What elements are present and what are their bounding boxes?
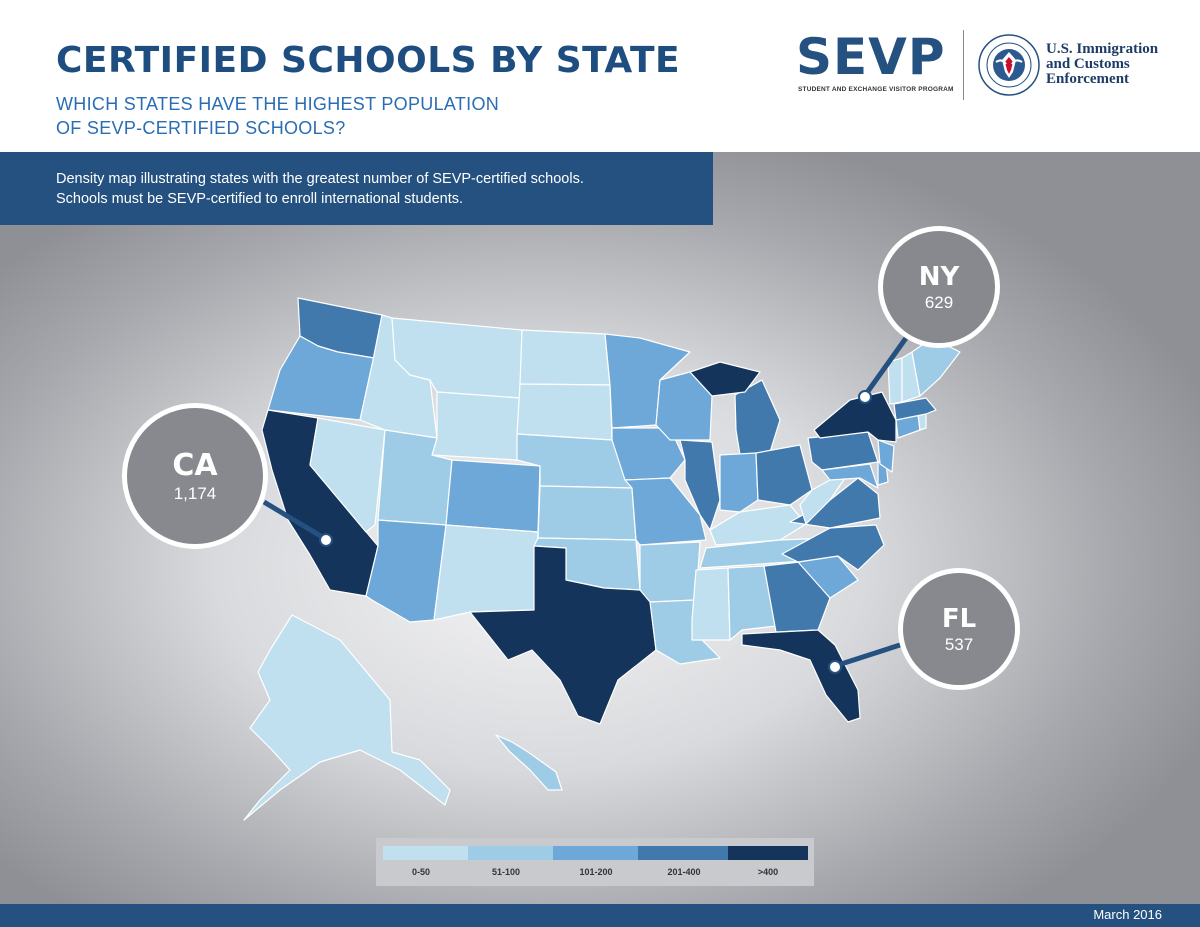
state-ak [243,614,451,821]
state-ri [917,413,927,431]
logo-area: SEVP STUDENT AND EXCHANGE VISITOR PROGRA… [796,28,1176,108]
state-vt [887,357,903,405]
state-co [445,459,541,533]
legend-label-4: >400 [757,867,779,877]
legend-swatch-0 [383,846,468,860]
callout-fl: FL 537 [898,568,1020,690]
state-sd [516,383,613,441]
state-in [719,452,759,513]
subtitle-line-2: OF SEVP-CERTIFIED SCHOOLS? [56,118,346,138]
state-ms [691,567,731,641]
state-az [365,519,447,623]
state-oh [755,444,813,506]
ny-marker [858,390,872,404]
ca-leader-line [262,499,326,541]
legend-swatch-1 [468,846,553,860]
ice-name: U.S. Immigration and Customs Enforcement [1046,42,1186,87]
callout-ca: CA 1,174 [122,403,268,549]
page-subtitle: WHICH STATES HAVE THE HIGHEST POPULATION… [56,92,576,140]
footer-bar: March 2016 [0,904,1200,927]
logo-divider [963,30,964,100]
ny-leader-line [863,336,909,396]
sevp-tagline: STUDENT AND EXCHANGE VISITOR PROGRAM [798,86,954,93]
state-md [821,463,879,489]
callout-ca-state: CA [172,448,218,483]
legend-label-1: 51-100 [491,867,521,877]
callout-ny-value: 629 [924,293,954,312]
callout-ny: NY 629 [878,226,1000,348]
legend-label-2: 101-200 [579,867,613,877]
ca-marker [319,533,333,547]
state-fl [741,629,861,723]
description-line-1: Density map illustrating states with the… [56,171,584,187]
state-mi-up [689,361,761,397]
state-hi [495,734,563,791]
publication-date: March 2016 [1093,907,1162,922]
fl-marker [828,660,842,674]
callout-fl-value: 537 [944,635,974,654]
ice-line-2: and Customs [1046,56,1130,72]
description-line-2: Schools must be SEVP-certified to enroll… [56,191,464,207]
state-nj [877,439,895,473]
legend-swatch-4 [728,846,808,860]
sevp-logo: SEVP [796,28,946,86]
fl-leader-line [837,642,901,668]
state-al [727,565,777,641]
dhs-seal-icon [978,34,1040,96]
state-nm [433,524,539,621]
callout-ny-state: NY [918,262,960,292]
legend-label-0: 0-50 [411,867,430,877]
ice-line-1: U.S. Immigration [1046,41,1159,57]
page-title: CERTIFIED SCHOOLS BY STATE [56,40,681,81]
state-nd [519,329,611,386]
state-ks [537,485,637,541]
callout-ca-value: 1,174 [173,484,217,503]
subtitle-line-1: WHICH STATES HAVE THE HIGHEST POPULATION [56,94,500,114]
description-banner: Density map illustrating states with the… [0,152,713,225]
ice-line-3: Enforcement [1046,71,1130,87]
description-text: Density map illustrating states with the… [56,169,696,209]
legend-swatch-2 [553,846,638,860]
state-mo [624,477,707,546]
state-nc [781,524,885,571]
map-legend: 0-50 51-100 101-200 201-400 >400 [376,838,814,886]
callout-fl-state: FL [941,604,977,634]
state-wy [431,391,521,461]
legend-label-3: 201-400 [667,867,701,877]
state-ar [639,541,701,603]
state-ma [893,397,937,421]
legend-swatch-3 [638,846,728,860]
state-tx [469,545,657,725]
state-nv [309,417,386,533]
state-il [679,439,721,531]
header: CERTIFIED SCHOOLS BY STATE WHICH STATES … [0,0,1200,152]
